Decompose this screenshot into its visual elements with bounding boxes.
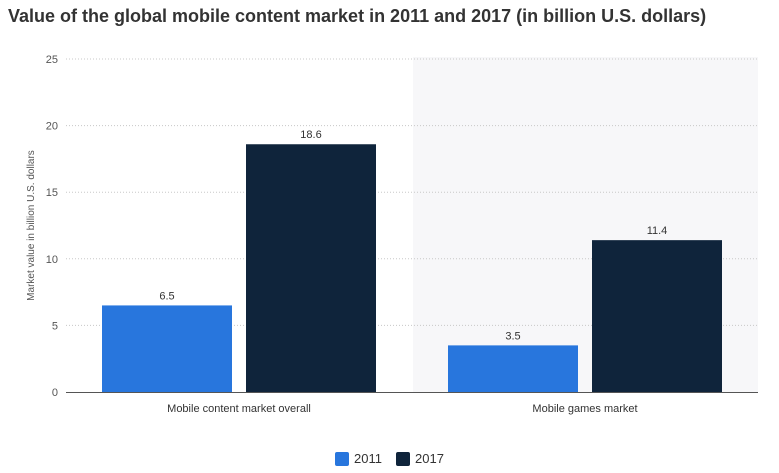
bar-2017-overall: [246, 144, 376, 392]
y-tick-label-5: 5: [52, 320, 58, 332]
data-label-2011-1: 3.5: [505, 330, 520, 342]
legend-swatch-2017: [396, 451, 411, 466]
data-label-2017-0: 18.6: [300, 129, 321, 141]
y-axis-label: Market value in billion U.S. dollars: [26, 150, 37, 301]
y-tick-label-15: 15: [46, 187, 58, 199]
bar-2011-overall: [102, 305, 232, 392]
legend-label-2011: 2011: [354, 451, 383, 466]
legend-item-2017[interactable]: 2017: [396, 451, 444, 466]
bar-2011-games: [448, 345, 578, 392]
y-tick-label-0: 0: [52, 387, 58, 399]
chart-legend: 2011 2017: [0, 451, 779, 466]
data-label-2017-1: 11.4: [647, 225, 668, 237]
data-label-2011-0: 6.5: [159, 290, 174, 302]
legend-item-2011[interactable]: 2011: [335, 451, 382, 466]
legend-swatch-2011: [335, 451, 350, 466]
y-tick-label-10: 10: [46, 254, 58, 266]
y-tick-label-25: 25: [46, 54, 58, 66]
bar-chart: 0 5 10 15 20 25 Market value in billion U.S. d…: [26, 54, 758, 415]
legend-label-2017: 2017: [415, 451, 444, 466]
bar-2017-games: [592, 240, 722, 392]
x-tick-label-1: Mobile games market: [532, 403, 637, 415]
x-tick-label-0: Mobile content market overall: [167, 403, 311, 415]
chart-title: Value of the global mobile content marke…: [8, 6, 707, 26]
y-tick-label-20: 20: [46, 121, 58, 133]
